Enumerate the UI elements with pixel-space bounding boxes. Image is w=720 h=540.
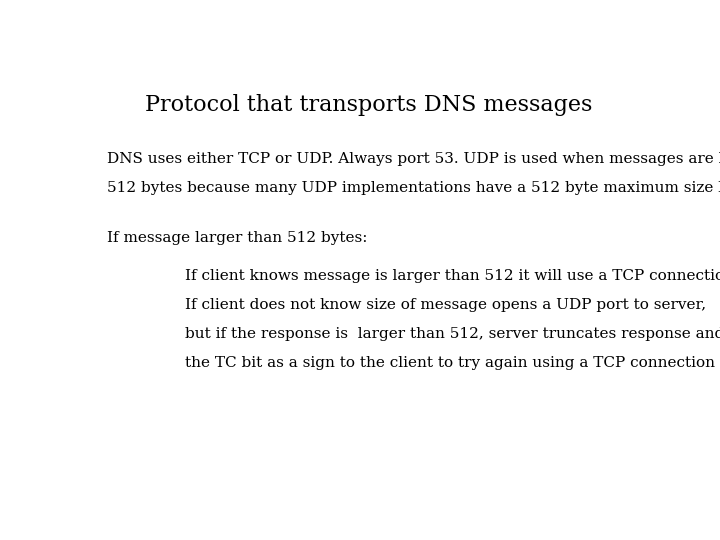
Text: but if the response is  larger than 512, server truncates response and sets: but if the response is larger than 512, … <box>185 327 720 341</box>
Text: Protocol that transports DNS messages: Protocol that transports DNS messages <box>145 94 593 116</box>
Text: 512 bytes because many UDP implementations have a 512 byte maximum size limit.: 512 bytes because many UDP implementatio… <box>107 181 720 195</box>
Text: If message larger than 512 bytes:: If message larger than 512 bytes: <box>107 231 367 245</box>
Text: If client knows message is larger than 512 it will use a TCP connection: If client knows message is larger than 5… <box>185 268 720 282</box>
Text: the TC bit as a sign to the client to try again using a TCP connection instead.: the TC bit as a sign to the client to tr… <box>185 356 720 370</box>
Text: DNS uses either TCP or UDP. Always port 53. UDP is used when messages are less t: DNS uses either TCP or UDP. Always port … <box>107 152 720 166</box>
Text: If client does not know size of message opens a UDP port to server,: If client does not know size of message … <box>185 298 706 312</box>
